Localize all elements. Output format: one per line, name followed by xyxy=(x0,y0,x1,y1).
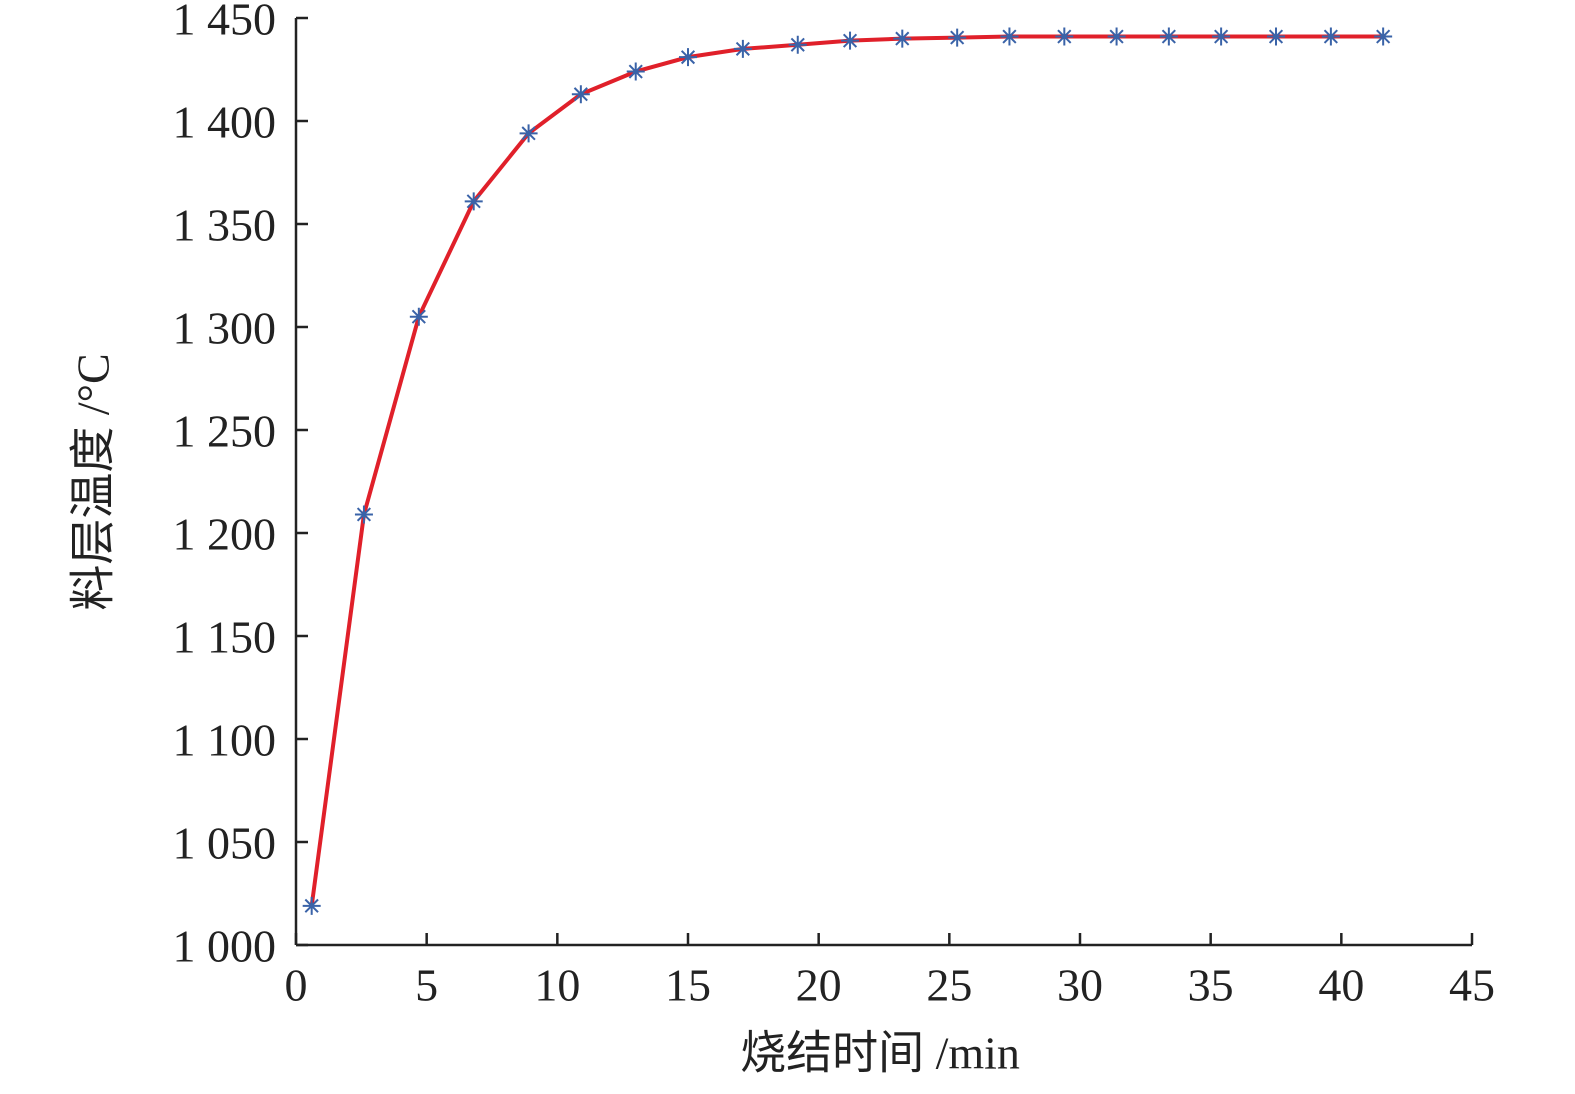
marker xyxy=(354,505,373,524)
line xyxy=(309,34,1384,907)
marker xyxy=(1000,27,1019,46)
y-tick-label: 1 150 xyxy=(173,612,277,663)
y-tick-label: 1 000 xyxy=(173,921,277,972)
marker xyxy=(302,896,321,915)
marker xyxy=(464,192,483,211)
marker xyxy=(1212,27,1231,46)
marker xyxy=(1374,27,1393,46)
marker xyxy=(893,29,912,48)
y-tick-label: 1 350 xyxy=(173,200,277,251)
marker xyxy=(409,307,428,326)
x-tick-label: 10 xyxy=(534,960,580,1011)
marker xyxy=(948,28,967,47)
y-tick-label: 1 200 xyxy=(173,509,277,560)
marker xyxy=(733,39,752,58)
marker xyxy=(1321,27,1340,46)
x-tick-label: 15 xyxy=(665,960,711,1011)
y-tick-label: 1 300 xyxy=(173,303,277,354)
marker xyxy=(1159,27,1178,46)
x-tick-label: 25 xyxy=(926,960,972,1011)
x-tick-label: 0 xyxy=(285,960,308,1011)
x-axis-label: 烧结时间 /min xyxy=(740,1028,1020,1079)
marker xyxy=(841,31,860,50)
marker xyxy=(1267,27,1285,46)
marker xyxy=(571,85,590,104)
marker xyxy=(626,62,645,81)
marker xyxy=(1107,27,1126,46)
x-tick-label: 20 xyxy=(796,960,842,1011)
y-tick-label: 1 050 xyxy=(173,818,277,869)
y-tick-label: 1 450 xyxy=(173,0,277,45)
x-tick-label: 40 xyxy=(1318,960,1364,1011)
x-tick-label: 5 xyxy=(415,960,438,1011)
marker xyxy=(519,124,538,143)
y-tick-label: 1 400 xyxy=(173,97,277,148)
x-tick-label: 30 xyxy=(1057,960,1103,1011)
y-tick-label: 1 250 xyxy=(173,406,277,457)
marker xyxy=(1055,27,1074,46)
y-tick-label: 1 100 xyxy=(173,715,277,766)
marker xyxy=(788,35,807,54)
x-tick-label: 45 xyxy=(1449,960,1495,1011)
x-tick-label: 35 xyxy=(1188,960,1234,1011)
y-axis-label: 料层温度 /°C xyxy=(68,353,119,610)
marker xyxy=(679,48,697,67)
